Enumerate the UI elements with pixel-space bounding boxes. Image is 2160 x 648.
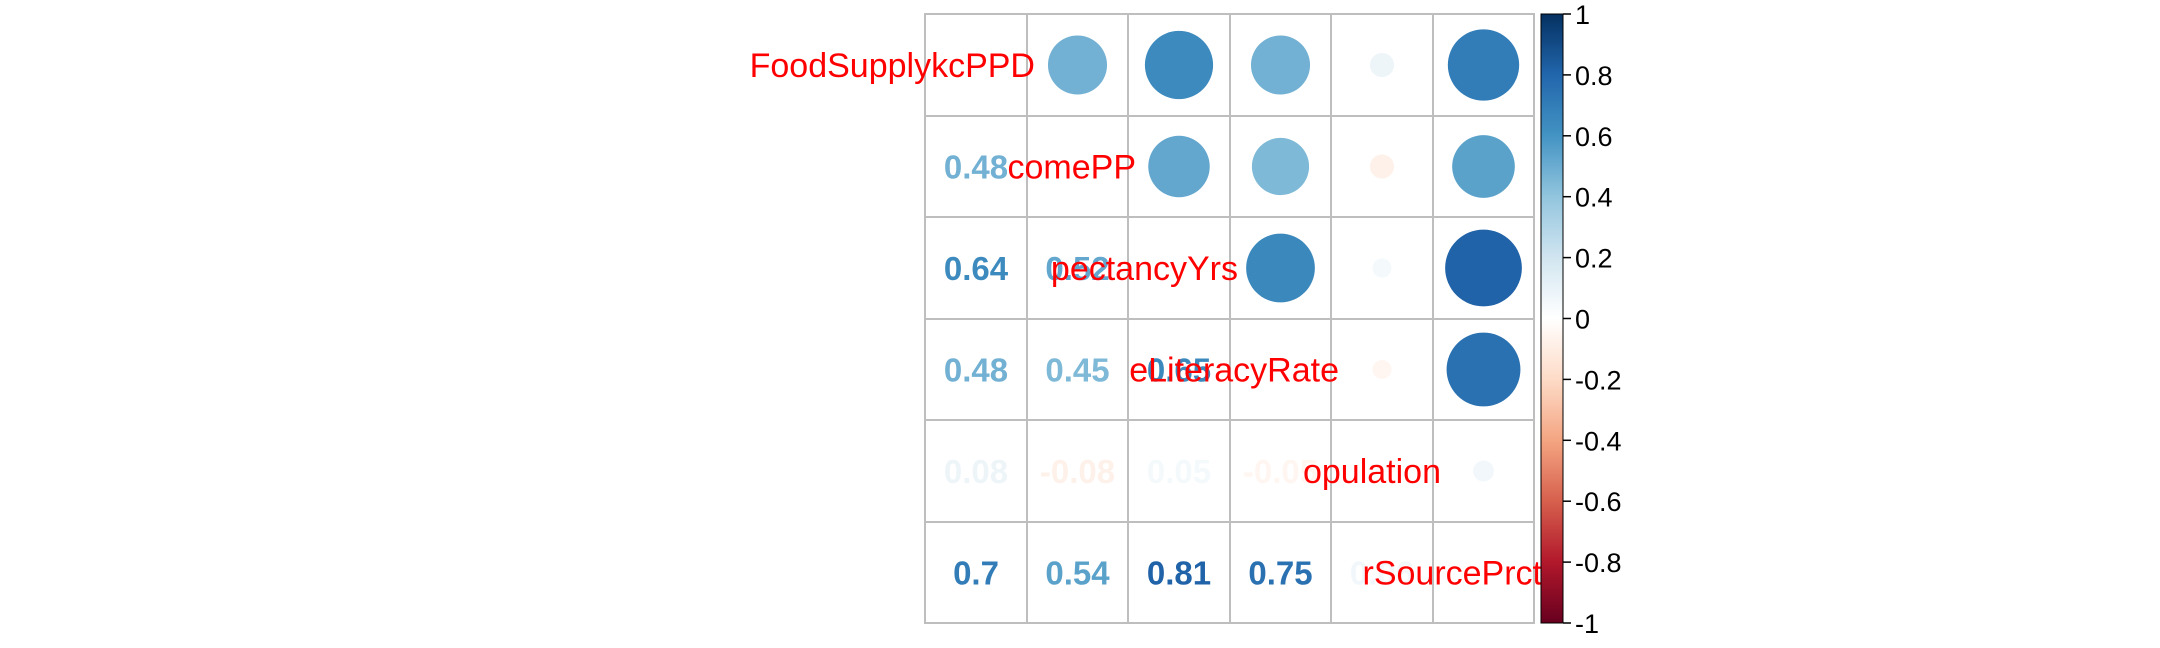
coefficient-value: 0.08 bbox=[944, 453, 1008, 490]
matrix-grid bbox=[924, 13, 1535, 624]
diagonal-variable-label: rSourcePrct bbox=[1363, 555, 1543, 593]
variable-labels: FoodSupplykcPPD comePP pectancyYrs eLiterac… bbox=[750, 47, 1543, 593]
coefficient-value: 0.52 bbox=[1045, 250, 1109, 287]
correlation-circle bbox=[1047, 35, 1108, 95]
coefficient-value: 0.45 bbox=[1045, 352, 1109, 389]
coefficient-value: 0.48 bbox=[944, 352, 1008, 389]
diagonal-variable-label: eLiteracyRate bbox=[1129, 352, 1339, 390]
correlation-circle bbox=[1369, 154, 1395, 179]
correlation-circle bbox=[1144, 30, 1214, 100]
coefficient-value: 0.81 bbox=[1147, 555, 1211, 592]
coefficient-value: 0.64 bbox=[944, 250, 1009, 287]
diagonal-variable-label: comePP bbox=[1008, 149, 1137, 187]
colorbar-tick-label: 1 bbox=[1575, 0, 1590, 30]
correlation-circle bbox=[1372, 359, 1392, 380]
diagonal-variable-label: pectancyYrs bbox=[1051, 250, 1238, 288]
circle-cells bbox=[1047, 29, 1522, 482]
colorbar-gradient bbox=[1540, 13, 1564, 624]
color-legend: 1 0.8 0.6 0.4 0.2 0 -0.2 -0.4 -0.6 -0.8 -1 bbox=[1540, 0, 1622, 639]
correlation-circle bbox=[1372, 258, 1392, 278]
correlation-circle bbox=[1445, 229, 1522, 307]
colorbar-tick-label: 0.4 bbox=[1575, 183, 1613, 213]
coefficient-value: 0.48 bbox=[944, 149, 1008, 186]
correlation-circle bbox=[1447, 29, 1520, 101]
coefficient-value: 0.65 bbox=[1147, 352, 1211, 389]
coefficient-value: 0.54 bbox=[1045, 555, 1110, 592]
coefficient-value: -0.08 bbox=[1040, 453, 1115, 490]
correlation-circle bbox=[1452, 135, 1515, 198]
grid-cell bbox=[1432, 521, 1535, 624]
colorbar-tick-label: -0.8 bbox=[1575, 548, 1622, 578]
correlation-circle bbox=[1473, 460, 1494, 482]
coefficient-value: 0.06 bbox=[1350, 555, 1414, 592]
coefficient-value: 0.7 bbox=[953, 555, 999, 592]
coefficient-value: 0.75 bbox=[1248, 555, 1312, 592]
colorbar-tick-label: -1 bbox=[1575, 609, 1599, 639]
correlation-circle bbox=[1250, 35, 1311, 95]
colorbar-tick-label: -0.6 bbox=[1575, 487, 1622, 517]
correlation-circle bbox=[1369, 52, 1395, 78]
colorbar-tick-label: -0.4 bbox=[1575, 426, 1622, 456]
colorbar-tick-label: 0.6 bbox=[1575, 122, 1613, 152]
colorbar-tick-label: 0.8 bbox=[1575, 61, 1613, 91]
coefficient-labels: 0.48 0.64 0.52 0.48 0.45 0.65 0.08 -0.08 0.05 -0.… bbox=[944, 149, 1414, 592]
diagonal-variable-label: opulation bbox=[1303, 453, 1441, 491]
colorbar-tick-label: -0.2 bbox=[1575, 365, 1622, 395]
correlation-circle bbox=[1246, 233, 1315, 303]
colorbar-tick-label: 0 bbox=[1575, 305, 1590, 335]
coefficient-value: 0.05 bbox=[1147, 453, 1211, 490]
correlation-circle bbox=[1251, 137, 1310, 196]
correlation-circle bbox=[1446, 332, 1521, 407]
colorbar-tick-label: 0.2 bbox=[1575, 244, 1613, 274]
diagonal-variable-label: FoodSupplykcPPD bbox=[750, 47, 1035, 85]
correlation-circle bbox=[1148, 135, 1210, 198]
coefficient-value: -0.05 bbox=[1243, 453, 1318, 490]
